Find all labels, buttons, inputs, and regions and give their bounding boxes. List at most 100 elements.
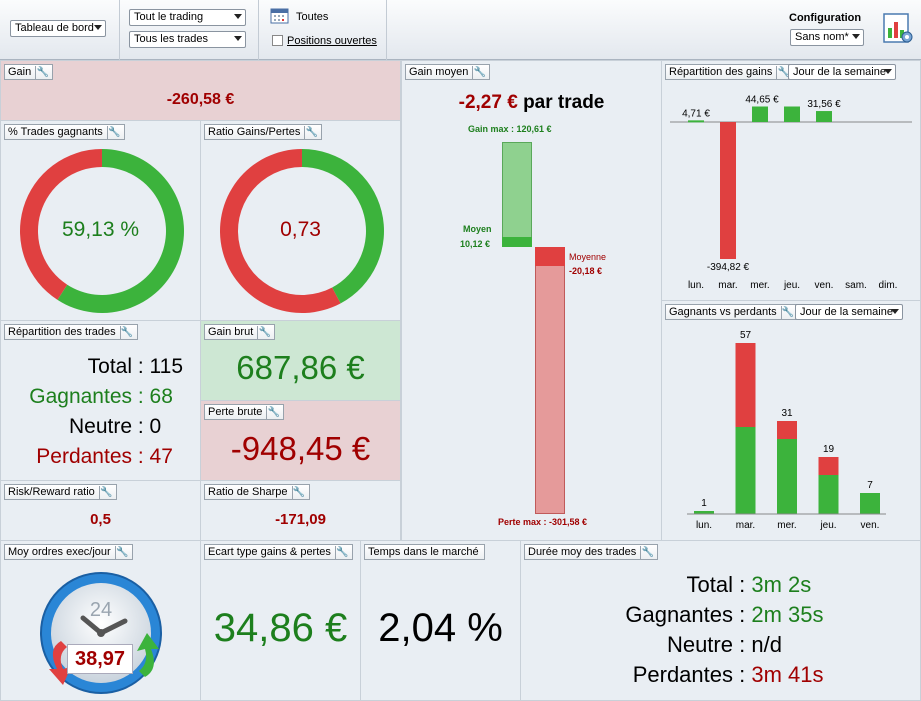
winners-losers-title[interactable]: Gagnants vs perdants 🔧 bbox=[665, 304, 799, 320]
wrench-icon[interactable]: 🔧 bbox=[114, 546, 129, 560]
trades-neutral-label: Neutre bbox=[68, 415, 132, 438]
ratio-value: 0,73 bbox=[280, 218, 321, 241]
ratio-donut bbox=[219, 149, 384, 313]
wrench-icon[interactable]: 🔧 bbox=[266, 406, 281, 420]
distribution-title-text: Répartition des gains bbox=[669, 66, 773, 78]
std-dev-title-text: Ecart type gains & pertes bbox=[208, 546, 331, 558]
gain-max-label-text: Gain max : bbox=[468, 124, 517, 134]
total-label: 57 bbox=[740, 330, 752, 341]
gain-bar bbox=[752, 106, 768, 122]
ratio-title[interactable]: Ratio Gains/Pertes 🔧 bbox=[204, 124, 323, 140]
gain-bar bbox=[816, 111, 832, 122]
winners-bar bbox=[860, 493, 880, 514]
trades-select[interactable]: Tous les trades bbox=[129, 31, 246, 48]
wrench-icon[interactable]: 🔧 bbox=[780, 306, 795, 320]
trades-win-row: Gagnantes : 68 bbox=[1, 382, 191, 412]
wrench-icon[interactable]: 🔧 bbox=[472, 66, 487, 80]
market-time-panel: Temps dans le marché 2,04 % bbox=[360, 540, 521, 701]
gain-title[interactable]: Gain 🔧 bbox=[4, 64, 54, 80]
trades-split-title[interactable]: Répartition des trades 🔧 bbox=[4, 324, 138, 340]
total-label: 7 bbox=[867, 480, 873, 491]
duration-neutral-row: Neutre : n/d bbox=[521, 630, 920, 660]
gross-loss-value: -948,45 € bbox=[230, 430, 371, 467]
duration-loss-value: 3m 41s bbox=[751, 662, 824, 687]
trades-win-value: 68 bbox=[149, 385, 173, 408]
x-tick-label: jeu. bbox=[819, 520, 836, 531]
wrench-icon[interactable]: 🔧 bbox=[98, 486, 113, 500]
donut-win-segment bbox=[302, 149, 384, 304]
durations-title[interactable]: Durée moy des trades 🔧 bbox=[524, 544, 659, 560]
winners-losers-chart: 1 lun. 57 mar. 31 mer. 19 jeu. 7 ven. bbox=[687, 330, 886, 531]
winners-losers-panel: Gagnants vs perdants 🔧 Jour de la semaine… bbox=[661, 300, 921, 541]
market-time-title[interactable]: Temps dans le marché bbox=[364, 544, 485, 560]
calendar-icon[interactable] bbox=[270, 7, 290, 25]
open-positions-label[interactable]: Positions ouvertes bbox=[287, 35, 377, 47]
trades-select-value: Tous les trades bbox=[134, 33, 208, 45]
avg-gain-title[interactable]: Gain moyen 🔧 bbox=[405, 64, 491, 80]
loss-max-label-text: Perte max : bbox=[498, 517, 550, 527]
trades-split-title-text: Répartition des trades bbox=[8, 326, 116, 338]
losers-bar bbox=[735, 343, 756, 427]
duration-neutral-label: Neutre bbox=[666, 632, 733, 657]
avg-gain-value: -2,27 € bbox=[458, 92, 518, 113]
wrench-icon[interactable]: 🔧 bbox=[640, 546, 654, 560]
chevron-down-icon bbox=[852, 34, 860, 39]
x-tick-label: dim. bbox=[879, 280, 898, 291]
risk-reward-title[interactable]: Risk/Reward ratio 🔧 bbox=[4, 484, 117, 500]
std-dev-title[interactable]: Ecart type gains & pertes 🔧 bbox=[204, 544, 353, 560]
wrench-icon[interactable]: 🔧 bbox=[106, 126, 121, 140]
wrench-icon[interactable]: 🔧 bbox=[776, 66, 791, 80]
gross-loss-title[interactable]: Perte brute 🔧 bbox=[204, 404, 285, 420]
config-settings-icon[interactable] bbox=[882, 12, 914, 44]
duration-win-label: Gagnantes bbox=[625, 602, 733, 627]
wrench-icon[interactable]: 🔧 bbox=[119, 326, 134, 340]
winners-losers-select[interactable]: Jour de la semaine bbox=[795, 304, 903, 320]
duration-separator: : bbox=[733, 662, 752, 687]
gain-max-label: Gain max : 120,61 € bbox=[468, 124, 552, 134]
win-pct-title[interactable]: % Trades gagnants 🔧 bbox=[4, 124, 125, 140]
market-time-value: 2,04 % bbox=[378, 606, 503, 650]
gain-distribution-panel: Répartition des gains 🔧 Jour de la semain… bbox=[661, 60, 921, 301]
donut-win-segment bbox=[57, 149, 184, 313]
x-tick-label: jeu. bbox=[783, 280, 800, 291]
winners-bar bbox=[777, 439, 797, 514]
win-pct-value: 59,13 % bbox=[61, 218, 140, 241]
trades-total-label: Total bbox=[87, 355, 132, 378]
gain-bar-label: 4,71 € bbox=[682, 108, 710, 119]
trades-split-panel: Répartition des trades 🔧 Total : 115 Gagn… bbox=[0, 320, 201, 481]
gain-bar bbox=[688, 120, 704, 123]
gross-gain-title[interactable]: Gain brut 🔧 bbox=[204, 324, 276, 340]
donut-loss-segment bbox=[219, 149, 341, 313]
dashboard-select[interactable]: Tableau de bord bbox=[10, 20, 106, 37]
avg-gain-suffix: par trade bbox=[523, 92, 605, 113]
config-select[interactable]: Sans nom* bbox=[790, 29, 864, 46]
duration-total-value: 3m 2s bbox=[751, 572, 812, 597]
gain-bar-label: 31,56 € bbox=[807, 99, 841, 110]
losers-bar bbox=[818, 457, 839, 475]
wrench-icon[interactable]: 🔧 bbox=[291, 486, 306, 500]
distribution-select[interactable]: Jour de la semaine bbox=[788, 64, 896, 80]
loss-max-value: -301,58 € bbox=[549, 517, 588, 527]
duration-loss-label: Perdantes bbox=[632, 662, 733, 687]
loss-max-bar bbox=[535, 247, 565, 514]
avg-gain-title-text: Gain moyen bbox=[409, 66, 469, 78]
wrench-icon[interactable]: 🔧 bbox=[35, 66, 49, 80]
distribution-title[interactable]: Répartition des gains 🔧 bbox=[665, 64, 795, 80]
open-positions-checkbox[interactable] bbox=[272, 35, 283, 46]
wrench-icon[interactable]: 🔧 bbox=[257, 326, 271, 340]
wrench-icon[interactable]: 🔧 bbox=[304, 126, 319, 140]
wrench-icon[interactable]: 🔧 bbox=[334, 546, 349, 560]
chevron-down-icon bbox=[234, 36, 242, 41]
gross-gain-title-text: Gain brut bbox=[208, 326, 254, 338]
duration-total-label: Total bbox=[686, 572, 733, 597]
total-label: 19 bbox=[823, 444, 835, 455]
losers-bar bbox=[777, 421, 797, 439]
avg-gain-panel: Gain moyen 🔧 -2,27 € par trade Gain max :… bbox=[401, 60, 662, 541]
trading-select[interactable]: Tout le trading bbox=[129, 9, 246, 26]
trades-separator: : bbox=[132, 445, 150, 468]
sharpe-title[interactable]: Ratio de Sharpe 🔧 bbox=[204, 484, 310, 500]
winners-bar bbox=[735, 427, 756, 514]
orders-title[interactable]: Moy ordres exec/jour 🔧 bbox=[4, 544, 133, 560]
trading-select-value: Tout le trading bbox=[134, 11, 204, 23]
durations-title-text: Durée moy des trades bbox=[528, 546, 637, 558]
